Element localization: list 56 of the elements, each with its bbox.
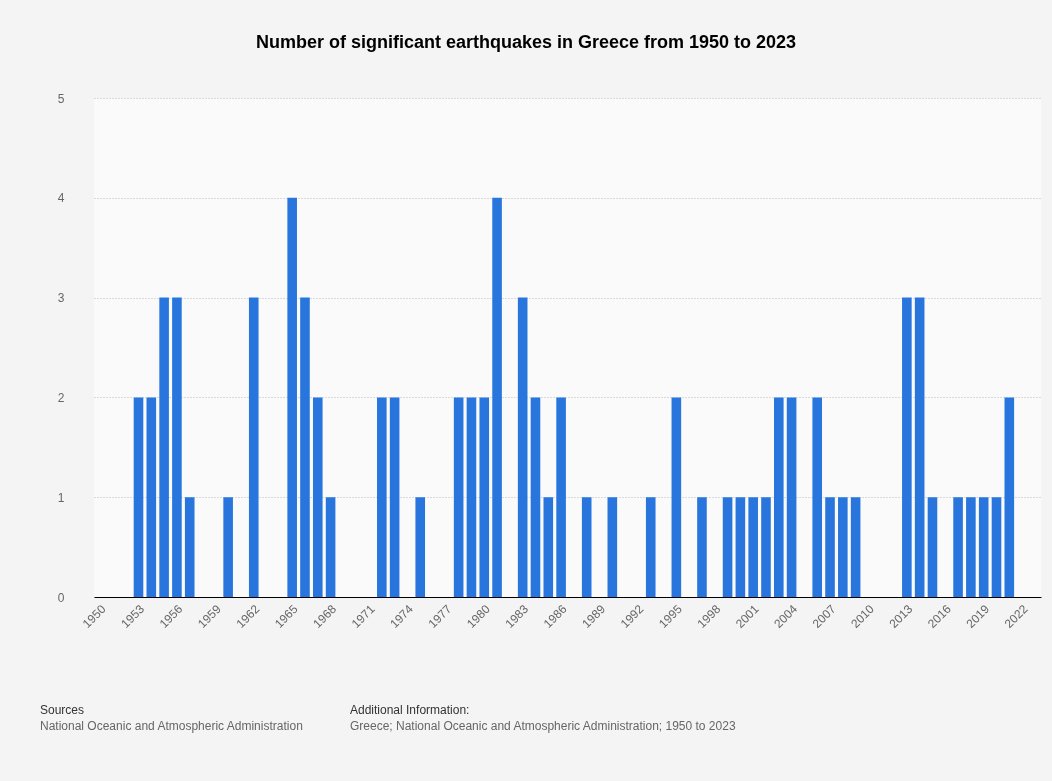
y-tick-label: 1 [57, 490, 65, 505]
y-tick-label: 3 [57, 291, 65, 306]
bar [748, 497, 758, 597]
bar [812, 397, 823, 597]
bar [825, 497, 835, 597]
bar [223, 497, 233, 597]
bar [453, 397, 464, 597]
bar [786, 397, 797, 597]
bar [389, 397, 400, 597]
y-tick-label: 0 [57, 590, 65, 605]
bar [697, 497, 707, 597]
bar [492, 197, 502, 597]
chart-title: Number of significant earthquakes in Greece from 1950 to 2023 [254, 32, 798, 53]
bar [479, 397, 490, 597]
bar [287, 197, 297, 597]
text: Additional Information: [350, 702, 471, 718]
bar [159, 297, 169, 597]
bar [761, 497, 771, 597]
bar [466, 397, 477, 597]
bar [927, 497, 938, 597]
text: Greece; National Oceanic and Atmospheric Administration; 1950 to 2023 [350, 718, 737, 734]
y-tick-label: 4 [57, 191, 65, 206]
bar [543, 497, 554, 597]
text: Sources [40, 702, 86, 718]
bar [850, 497, 861, 597]
bar [953, 497, 963, 597]
bar [838, 497, 848, 597]
bar [966, 497, 976, 597]
y-tick-label: 2 [57, 390, 65, 405]
bar [184, 497, 195, 597]
bar [914, 297, 925, 597]
bar [978, 497, 989, 597]
bar [312, 397, 323, 597]
bar [645, 497, 656, 597]
bar [735, 497, 746, 597]
bar [722, 497, 733, 597]
bar [530, 397, 541, 597]
bar [607, 497, 618, 597]
y-tick-label: 5 [57, 91, 65, 106]
bar [300, 297, 310, 597]
bar [671, 397, 682, 597]
bar [172, 297, 182, 597]
text: National Oceanic and Atmospheric Administration [40, 718, 304, 734]
bar [415, 497, 426, 597]
bar [146, 397, 157, 597]
bar [902, 297, 912, 597]
bar [991, 497, 1002, 597]
bar [325, 497, 336, 597]
bar [248, 297, 259, 597]
bar [774, 397, 784, 597]
bar [517, 297, 528, 597]
bar [556, 397, 566, 597]
bar [581, 497, 592, 597]
bar [377, 397, 387, 597]
bar [1004, 397, 1015, 597]
bar [133, 397, 144, 597]
